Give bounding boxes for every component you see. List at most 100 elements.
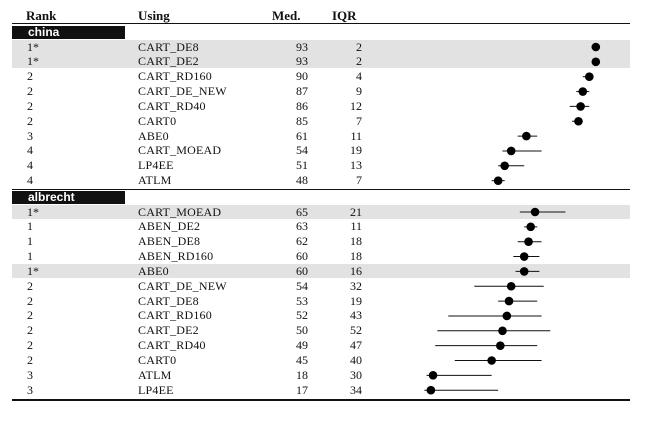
- using-cell: CART0: [138, 113, 177, 128]
- rank-cell: 2: [27, 353, 33, 367]
- table-row: 1* CART_MOEAD 65 21: [12, 204, 630, 219]
- median-cell: 61: [296, 128, 308, 143]
- header-rank: Rank: [26, 8, 57, 23]
- iqr-cell: 34: [350, 382, 362, 397]
- median-marker: [498, 326, 507, 336]
- rank-cell: 1*: [27, 263, 39, 278]
- rank-cell: 2: [27, 98, 33, 113]
- using-cell: CART_RD160: [138, 308, 212, 323]
- rank-cell: 3: [27, 128, 33, 143]
- using-cell: CART_DE_NEW: [138, 84, 227, 99]
- using-cell: ATLM: [138, 367, 172, 382]
- iqr-cell: 40: [350, 353, 362, 367]
- median-marker: [493, 176, 503, 185]
- median-marker: [504, 296, 514, 306]
- median-marker: [519, 252, 529, 261]
- iqr-cell: 30: [350, 367, 362, 382]
- median-cell: 49: [296, 338, 308, 353]
- section-label-albrecht: albrecht: [12, 191, 125, 204]
- median-marker: [502, 311, 512, 321]
- section-rule: [12, 189, 630, 190]
- median-marker: [522, 131, 531, 141]
- using-cell: CART0: [138, 353, 177, 367]
- bottom-rule: [12, 398, 630, 401]
- median-cell: 63: [296, 219, 308, 234]
- median-marker: [428, 371, 438, 380]
- iqr-cell: 11: [350, 219, 362, 234]
- rank-cell: 1*: [27, 39, 39, 54]
- table-row: 3 ATLM 18 30: [12, 368, 630, 382]
- table-row: 1* CART_DE2 93 2: [12, 54, 630, 69]
- rank-cell: 2: [27, 338, 33, 353]
- using-cell: LP4EE: [138, 158, 174, 173]
- iqr-cell: 9: [356, 84, 362, 99]
- median-marker: [530, 207, 540, 217]
- iqr-cell: 19: [350, 143, 362, 158]
- iqr-cell: 43: [350, 308, 362, 323]
- table-row: 2 CART_RD40 86 12: [12, 99, 630, 113]
- table-row: 3 LP4EE 17 34: [12, 383, 630, 397]
- iqr-cell: 52: [350, 323, 362, 338]
- table-row: 1* CART_DE8 93 2: [12, 39, 630, 54]
- using-cell: CART_RD160: [138, 69, 212, 84]
- rank-cell: 1: [27, 219, 33, 234]
- using-cell: CART_DE2: [138, 54, 199, 69]
- table-row: 1* ABE0 60 16: [12, 263, 630, 278]
- rank-cell: 4: [27, 158, 33, 173]
- median-marker: [496, 341, 505, 350]
- rank-cell: 4: [27, 173, 33, 188]
- median-marker: [519, 267, 529, 276]
- iqr-cell: 16: [350, 263, 362, 278]
- table-row: 4 ATLM 48 7: [12, 173, 630, 187]
- using-cell: ABEN_RD160: [138, 249, 214, 264]
- iqr-cell: 12: [350, 98, 362, 113]
- iqr-cell: 18: [350, 234, 362, 249]
- table-row: 1 ABEN_RD160 60 18: [12, 249, 630, 263]
- rank-cell: 4: [27, 143, 33, 158]
- median-cell: 52: [296, 308, 308, 323]
- median-cell: 93: [296, 39, 308, 54]
- median-cell: 54: [296, 278, 308, 293]
- median-marker: [591, 42, 601, 52]
- median-marker: [524, 237, 533, 246]
- iqr-cell: 21: [350, 204, 362, 219]
- median-marker: [578, 87, 588, 96]
- using-cell: ABE0: [138, 263, 169, 278]
- using-cell: LP4EE: [138, 382, 174, 397]
- median-cell: 85: [296, 113, 308, 128]
- header-iqr: IQR: [332, 8, 357, 23]
- median-marker: [487, 356, 496, 365]
- table-row: 2 CART_RD160 90 4: [12, 69, 630, 83]
- rank-cell: 3: [27, 382, 33, 397]
- header-rule: [12, 23, 630, 24]
- rank-cell: 3: [27, 367, 33, 382]
- median-marker: [574, 116, 583, 126]
- median-marker: [506, 281, 516, 291]
- table-row: 4 LP4EE 51 13: [12, 158, 630, 172]
- median-marker: [591, 57, 601, 67]
- iqr-cell: 4: [356, 69, 362, 84]
- median-cell: 60: [296, 249, 308, 264]
- iqr-cell: 7: [356, 113, 362, 128]
- using-cell: CART_MOEAD: [138, 143, 222, 158]
- rank-cell: 1*: [27, 204, 39, 219]
- median-cell: 65: [296, 204, 308, 219]
- median-cell: 18: [296, 367, 308, 382]
- iqr-cell: 11: [350, 128, 362, 143]
- median-marker: [585, 72, 594, 81]
- iqr-cell: 7: [356, 173, 362, 188]
- rank-cell: 2: [27, 278, 33, 293]
- median-marker: [576, 102, 585, 111]
- iqr-cell: 18: [350, 249, 362, 264]
- median-cell: 17: [296, 382, 308, 397]
- table-row: 2 CART_DE_NEW 87 9: [12, 84, 630, 98]
- median-marker: [426, 385, 436, 395]
- iqr-cell: 47: [350, 338, 362, 353]
- table-row: 2 CART_DE2 50 52: [12, 323, 630, 337]
- table-row: 4 CART_MOEAD 54 19: [12, 143, 630, 157]
- using-cell: ATLM: [138, 173, 172, 188]
- iqr-cell: 2: [356, 54, 362, 69]
- median-marker: [506, 146, 516, 156]
